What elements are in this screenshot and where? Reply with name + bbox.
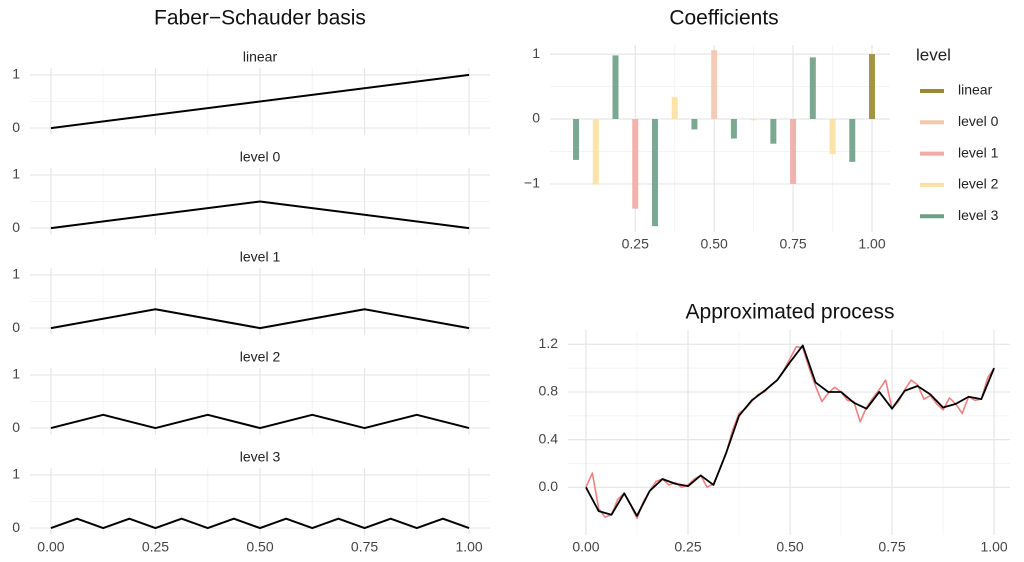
facet-title: level 1 [240,249,281,265]
chart-title: Coefficients [669,7,778,30]
basis-line [50,308,470,330]
x-tick-label: 0.75 [878,539,905,555]
facet-title: level 2 [240,349,281,365]
y-tick-label: 1 [12,366,20,382]
x-tick-label: 1.00 [980,539,1007,555]
legend-title: level [916,45,951,64]
bar [691,119,698,130]
bar [612,55,619,120]
bar [592,119,599,185]
bar [829,119,836,155]
x-tick-label: 0.25 [142,539,169,555]
bar [869,54,876,120]
y-tick-label: 1 [12,266,20,282]
x-tick-label: 0.50 [246,539,273,555]
legend-label: level 1 [958,144,999,160]
process-line [585,345,995,520]
chart-title: Faber−Schauder basis [154,7,366,30]
x-tick-label: 0.25 [674,539,701,555]
y-tick-label: 1.2 [539,335,559,351]
bar [730,119,737,139]
facet-title: level 0 [240,149,281,165]
legend-label: level 2 [958,176,999,192]
x-tick-label: 0.00 [572,539,599,555]
bar [711,50,718,120]
basis-line [50,73,470,130]
y-tick-label: 1 [12,66,20,82]
y-tick-label: 0 [532,110,540,126]
bar [632,119,639,209]
legend-label: linear [958,82,993,98]
bar [770,119,777,144]
y-tick-label: 0 [12,419,20,435]
y-tick-label: −1 [524,175,540,191]
x-tick-label: 0.75 [351,539,378,555]
x-tick-label: 0.75 [779,236,806,252]
bar [750,119,757,121]
y-tick-label: 1 [532,45,540,61]
x-tick-label: 0.25 [622,236,649,252]
x-tick-label: 0.50 [776,539,803,555]
y-tick-label: 0.8 [539,383,559,399]
basis-line [50,200,470,230]
basis-line [50,413,470,430]
basis-line [50,517,470,530]
x-tick-label: 1.00 [455,539,482,555]
legend-label: level 0 [958,113,999,129]
bar [809,57,816,120]
bar [573,119,580,160]
process-line [585,344,995,517]
y-tick-label: 1 [12,166,20,182]
bar [671,96,678,120]
bar [651,119,658,227]
y-tick-label: 0 [12,119,20,135]
y-tick-label: 0 [12,319,20,335]
y-tick-label: 0 [12,519,20,535]
chart-title: Approximated process [686,301,895,324]
y-tick-label: 0.4 [539,430,559,446]
facet-title: linear [243,49,278,65]
x-tick-label: 0.00 [37,539,64,555]
legend-label: level 3 [958,207,999,223]
bar [790,119,797,184]
facet-title: level 3 [240,449,281,465]
y-tick-label: 0 [12,219,20,235]
bar [849,119,856,162]
x-tick-label: 0.50 [701,236,728,252]
x-tick-label: 1.00 [858,236,885,252]
y-tick-label: 1 [12,466,20,482]
y-tick-label: 0.0 [539,478,559,494]
